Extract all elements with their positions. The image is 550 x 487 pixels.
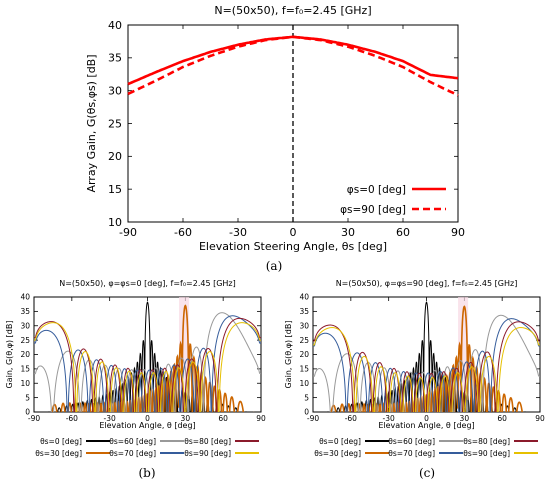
x-tick-label: 30 — [341, 226, 355, 239]
y-tick-label: 0 — [25, 408, 30, 417]
x-tick-label: 60 — [396, 226, 410, 239]
x-tick-label: 30 — [181, 414, 191, 423]
y-tick-label: 10 — [108, 216, 122, 229]
x-tick-label: -60 — [174, 226, 192, 239]
x-tick-label: 90 — [535, 414, 545, 423]
legend-label-2: θs=60 [deg] — [388, 437, 435, 446]
y-axis-label: Gain, G(θ,φ) [dB] — [284, 321, 293, 389]
pattern-line-1 — [330, 305, 523, 412]
legend-label-1: φs=90 [deg] — [340, 204, 406, 216]
legend-label-5: θs=90 [deg] — [184, 449, 231, 458]
legend-label-3: θs=70 [deg] — [388, 449, 435, 458]
x-tick-label: 30 — [460, 414, 470, 423]
chart-title: N=(50x50), φ=φs=90 [deg], f=f₀=2.45 [GHz… — [336, 279, 518, 288]
x-tick-label: 0 — [424, 414, 429, 423]
y-tick-label: 35 — [299, 307, 309, 316]
y-tick-label: 5 — [304, 393, 309, 402]
pattern-line-4 — [34, 317, 261, 412]
highlight-band — [458, 297, 469, 412]
panel-c: -90 -60 -30 0 30 60 90 0 5 10 15 20 25 30 35 40 N=(50x50… — [284, 279, 545, 480]
y-tick-label: 0 — [304, 408, 309, 417]
legend-label-2: θs=60 [deg] — [109, 437, 156, 446]
y-tick-label: 40 — [108, 19, 122, 32]
y-tick-label: 30 — [299, 321, 309, 330]
x-tick-label: -60 — [345, 414, 357, 423]
y-tick-label: 40 — [20, 293, 30, 302]
y-tick-label: 15 — [20, 365, 30, 374]
legend-label-1: θs=30 [deg] — [35, 449, 82, 458]
x-axis-label: Elevation Angle, θ [deg] — [378, 421, 474, 430]
y-axis-label: Array Gain, G(θs,φs) [dB] — [85, 54, 98, 192]
y-tick-label: 25 — [20, 336, 30, 345]
x-tick-label: -30 — [383, 414, 395, 423]
x-tick-label: 60 — [497, 414, 507, 423]
pattern-line-5 — [313, 327, 540, 412]
highlight-band — [179, 297, 190, 412]
legend-label-0: φs=0 [deg] — [347, 184, 406, 196]
y-tick-label: 35 — [108, 52, 122, 65]
plot-area — [313, 301, 540, 412]
x-tick-label: 0 — [145, 414, 150, 423]
y-tick-label: 20 — [299, 350, 309, 359]
y-tick-label: 35 — [20, 307, 30, 316]
x-axis-label: Elevation Steering Angle, θs [deg] — [199, 240, 387, 253]
panel-label: (c) — [419, 466, 435, 480]
y-tick-label: 20 — [108, 150, 122, 163]
legend-label-1: θs=30 [deg] — [314, 449, 361, 458]
x-tick-label: -30 — [104, 414, 116, 423]
y-tick-label: 10 — [20, 379, 30, 388]
legend-label-5: θs=90 [deg] — [463, 449, 510, 458]
y-tick-label: 20 — [20, 350, 30, 359]
series-line-0 — [127, 35, 459, 86]
pattern-line-4 — [313, 321, 540, 412]
y-tick-label: 15 — [108, 183, 122, 196]
x-tick-label: -90 — [28, 414, 40, 423]
x-tick-label: 90 — [256, 414, 266, 423]
legend-label-4: θs=80 [deg] — [184, 437, 231, 446]
panel-a: -90 -60 -30 0 30 60 90 10 15 20 25 30 35 40 N=(50x50),… — [85, 4, 465, 273]
x-tick-label: 90 — [451, 226, 465, 239]
y-axis-label: Gain, G(θ,φ) [dB] — [5, 321, 14, 389]
x-axis-label: Elevation Angle, θ [deg] — [99, 421, 195, 430]
pattern-line-5 — [34, 322, 261, 412]
y-tick-label: 25 — [108, 117, 122, 130]
chart-title: N=(50x50), φ=φs=0 [deg], f=f₀=2.45 [GHz] — [59, 279, 236, 288]
x-tick-label: 0 — [290, 226, 297, 239]
y-tick-label: 5 — [25, 393, 30, 402]
x-tick-label: 60 — [218, 414, 228, 423]
panel-label: (a) — [266, 259, 283, 273]
chart-title: N=(50x50), f=f₀=2.45 [GHz] — [214, 4, 371, 17]
x-tick-label: -90 — [307, 414, 319, 423]
y-tick-label: 10 — [299, 379, 309, 388]
plot-area — [34, 301, 261, 412]
x-tick-label: -90 — [119, 226, 137, 239]
x-tick-label: -30 — [229, 226, 247, 239]
y-tick-label: 25 — [299, 336, 309, 345]
legend-label-4: θs=80 [deg] — [463, 437, 510, 446]
legend-label-3: θs=70 [deg] — [109, 449, 156, 458]
y-tick-label: 30 — [108, 85, 122, 98]
panel-label: (b) — [138, 466, 155, 480]
legend-label-0: θs=0 [deg] — [40, 437, 82, 446]
y-tick-label: 30 — [20, 321, 30, 330]
y-tick-label: 40 — [299, 293, 309, 302]
y-tick-label: 15 — [299, 365, 309, 374]
x-tick-label: -60 — [66, 414, 78, 423]
legend-label-0: θs=0 [deg] — [319, 437, 361, 446]
panel-b: -90 -60 -30 0 30 60 90 0 5 10 15 20 25 30 35 40 N=(50x50… — [5, 279, 266, 480]
series-line-1 — [127, 35, 459, 97]
